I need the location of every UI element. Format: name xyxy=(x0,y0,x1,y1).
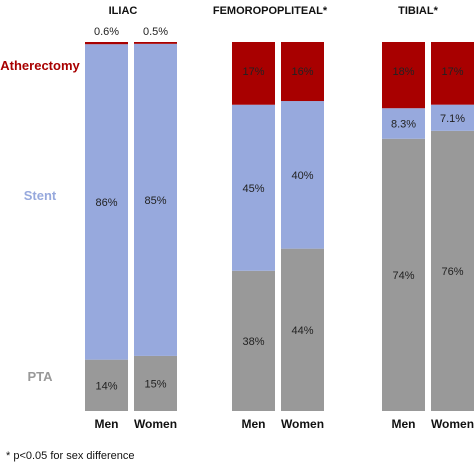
bar-segment-femoropopliteal-women-stent xyxy=(281,101,324,249)
group-title-femoropopliteal: FEMOROPOPLITEAL* xyxy=(213,5,328,17)
data-label-tibial-men-atherectomy: 18% xyxy=(392,66,414,78)
bar-segment-iliac-women-atherectomy xyxy=(134,42,177,44)
data-label-tibial-men-stent: 8.3% xyxy=(391,118,416,130)
bar-segment-femoropopliteal-men-stent xyxy=(232,104,275,271)
data-label-femoropopliteal-men-atherectomy: 17% xyxy=(242,66,264,78)
bar-segment-iliac-men-stent xyxy=(85,44,128,360)
bar-segment-femoropopliteal-men-pta xyxy=(232,270,275,411)
bar-segment-tibial-women-atherectomy xyxy=(431,42,474,105)
bar-segment-femoropopliteal-men-atherectomy xyxy=(232,42,275,105)
bar-segment-iliac-women-pta xyxy=(134,355,177,411)
data-label-iliac-men-atherectomy: 0.6% xyxy=(94,26,119,38)
category-label-stent: Stent xyxy=(24,188,57,203)
data-label-femoropopliteal-women-stent: 40% xyxy=(291,170,313,182)
bar-segment-tibial-women-pta xyxy=(431,130,474,412)
bar-segment-tibial-men-atherectomy xyxy=(382,42,425,109)
data-label-iliac-men-pta: 14% xyxy=(95,380,117,392)
data-label-femoropopliteal-men-stent: 45% xyxy=(242,183,264,195)
data-label-tibial-women-atherectomy: 17% xyxy=(441,66,463,78)
bar-segment-tibial-men-pta xyxy=(382,138,425,412)
x-label-femoropopliteal-men: Men xyxy=(242,417,266,431)
data-label-iliac-women-atherectomy: 0.5% xyxy=(143,26,168,38)
footnote: * p<0.05 for sex difference xyxy=(6,450,135,462)
data-label-iliac-men-stent: 86% xyxy=(95,197,117,209)
data-label-femoropopliteal-men-pta: 38% xyxy=(242,336,264,348)
x-label-tibial-women: Women xyxy=(431,417,474,431)
bar-segment-iliac-men-pta xyxy=(85,359,128,411)
group-title-iliac: ILIAC xyxy=(109,5,138,17)
category-label-atherectomy: Atherectomy xyxy=(0,58,80,73)
data-label-tibial-women-stent: 7.1% xyxy=(440,113,465,125)
x-label-tibial-men: Men xyxy=(392,417,416,431)
bar-segment-iliac-women-stent xyxy=(134,43,177,356)
x-label-femoropopliteal-women: Women xyxy=(281,417,324,431)
x-label-iliac-men: Men xyxy=(95,417,119,431)
data-label-tibial-men-pta: 74% xyxy=(392,270,414,282)
data-label-iliac-women-stent: 85% xyxy=(144,195,166,207)
bar-segment-tibial-women-stent xyxy=(431,104,474,131)
data-label-tibial-women-pta: 76% xyxy=(441,266,463,278)
data-label-femoropopliteal-women-pta: 44% xyxy=(291,325,313,337)
bar-segment-femoropopliteal-women-pta xyxy=(281,248,324,411)
group-title-tibial: TIBIAL* xyxy=(398,5,438,17)
category-label-pta: PTA xyxy=(27,369,53,384)
bar-segment-iliac-men-atherectomy xyxy=(85,42,128,45)
data-label-iliac-women-pta: 15% xyxy=(144,378,166,390)
x-label-iliac-women: Women xyxy=(134,417,177,431)
bar-segment-femoropopliteal-women-atherectomy xyxy=(281,42,324,102)
bar-segment-tibial-men-stent xyxy=(382,108,425,139)
data-label-femoropopliteal-women-atherectomy: 16% xyxy=(291,66,313,78)
